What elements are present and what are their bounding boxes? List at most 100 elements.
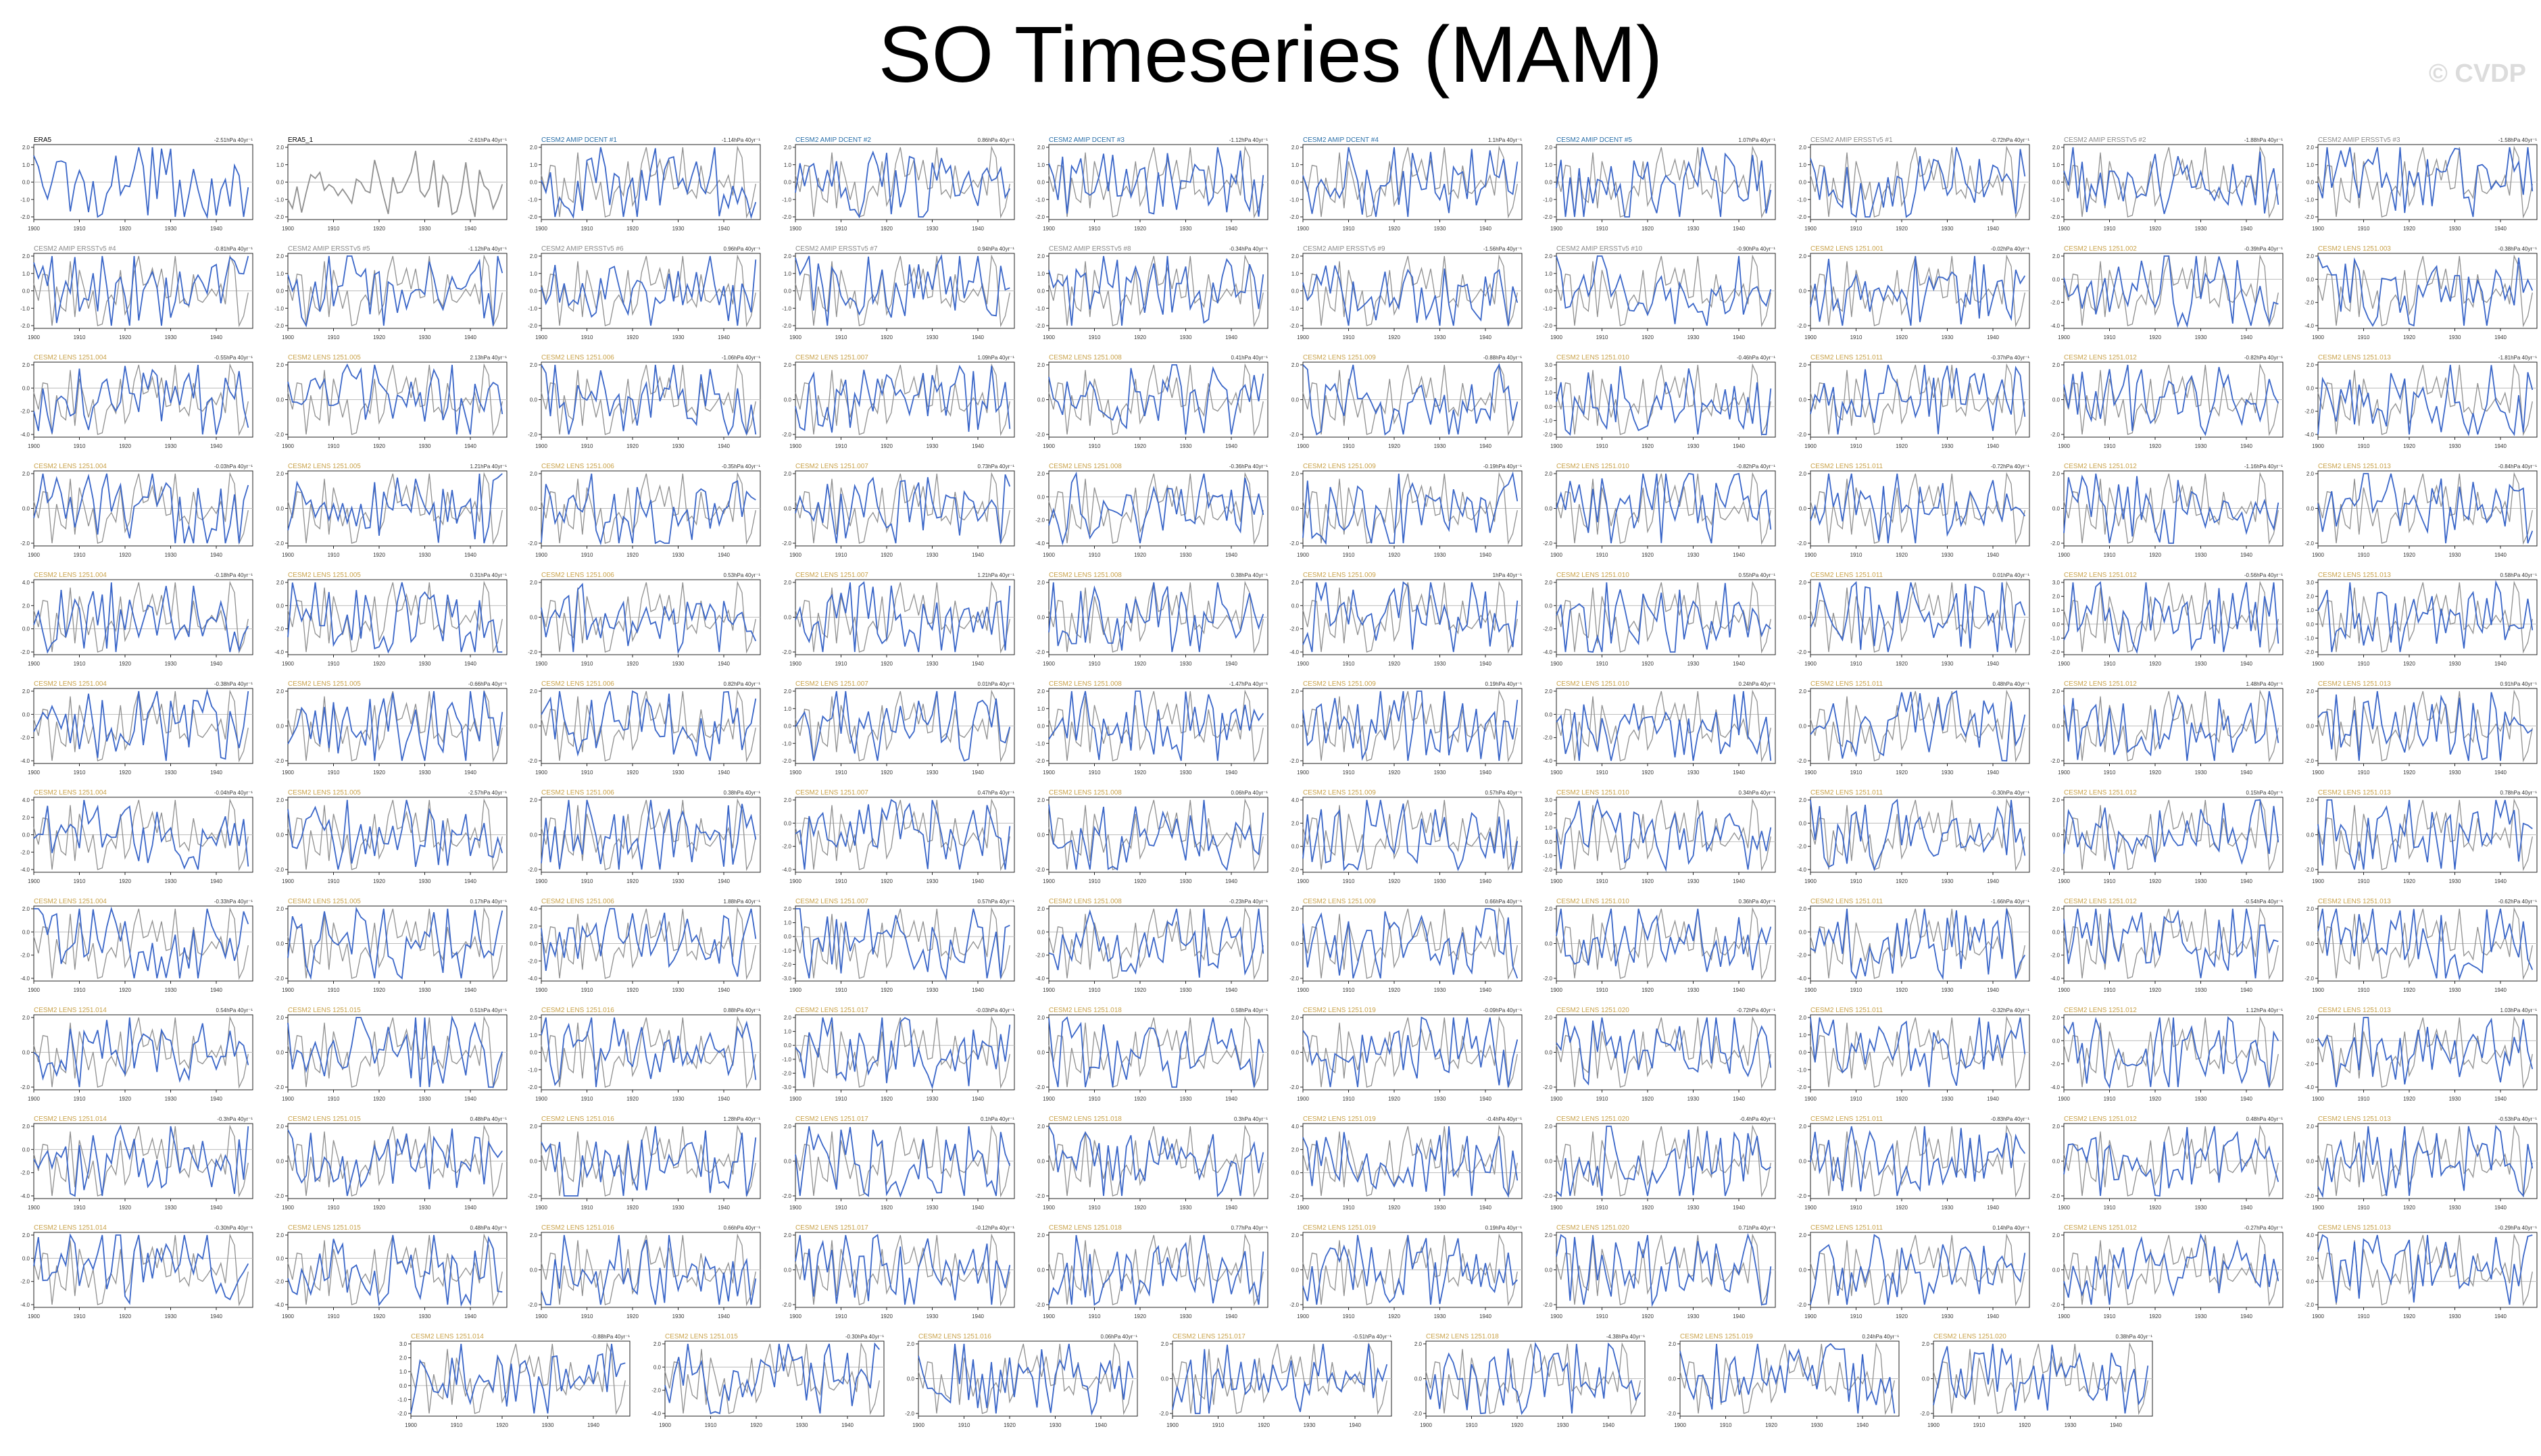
x-tick-label: 1910 — [2104, 1096, 2116, 1102]
series-line — [1809, 690, 2025, 761]
x-tick-label: 1900 — [1043, 1313, 1055, 1320]
plot-frame — [1810, 905, 2029, 982]
y-tick-label: -2.0 — [274, 214, 284, 220]
x-tick-label: 1900 — [2058, 334, 2070, 341]
series-line — [1302, 581, 1518, 653]
y-tick-label: -1.0 — [397, 1397, 407, 1403]
x-tick-label: 1930 — [795, 1422, 808, 1428]
plot-frame — [795, 905, 1014, 982]
x-tick-label: 1920 — [1388, 1205, 1400, 1211]
x-tick-label: 1910 — [1089, 1205, 1101, 1211]
panel-title: CESM2 LENS 1251.019 — [1303, 1115, 1376, 1123]
x-tick-label: 1930 — [2195, 1096, 2207, 1102]
y-tick-label: 3.0 — [1545, 797, 1553, 803]
x-tick-label: 1920 — [1134, 987, 1146, 993]
timeseries-panel: CESM2 LENS 1251.020 -0.4hPa 40yr⁻¹2.00.0-… — [1543, 1115, 1776, 1211]
x-tick-label: 1900 — [789, 661, 801, 667]
y-tick-label: 2.0 — [22, 603, 30, 609]
x-tick-label: 1900 — [1043, 661, 1055, 667]
x-tick-label: 1920 — [119, 1096, 131, 1102]
x-tick-label: 1940 — [1987, 661, 1999, 667]
x-tick-label: 1920 — [881, 661, 893, 667]
series-line — [287, 1015, 503, 1088]
panel-title: CESM2 LENS 1251.007 — [795, 354, 868, 361]
trend-label: -0.56hPa 40yr⁻¹ — [2244, 572, 2283, 578]
y-tick-label: 0.0 — [1291, 506, 1299, 512]
y-tick-label: 2.0 — [1798, 1124, 1806, 1130]
obs-series-line — [1556, 580, 1771, 654]
plot-frame — [1556, 579, 1776, 655]
x-tick-label: 1920 — [373, 878, 385, 884]
trend-label: 0.47hPa 40yr⁻¹ — [977, 790, 1014, 796]
y-tick-label: -2.0 — [528, 432, 537, 438]
x-tick-label: 1940 — [2494, 334, 2507, 341]
plot-frame — [287, 579, 507, 655]
y-tick-label: -2.0 — [2304, 976, 2314, 982]
trend-label: 1hPa 40yr⁻¹ — [1492, 572, 1522, 578]
panel-title: CESM2 LENS 1251.017 — [795, 1115, 868, 1123]
y-tick-label: 0.0 — [276, 506, 284, 512]
y-tick-label: 1.0 — [276, 271, 284, 277]
y-tick-label: -2.0 — [20, 1084, 30, 1090]
x-tick-label: 1920 — [626, 1313, 639, 1320]
x-tick-label: 1920 — [881, 987, 893, 993]
trend-label: 0.77hPa 40yr⁻¹ — [1231, 1225, 1268, 1231]
timeseries-panel: CESM2 LENS 1251.007 0.47hPa 40yr⁻¹2.00.0-… — [782, 789, 1014, 884]
y-tick-label: 2.0 — [22, 1232, 30, 1238]
y-tick-label: 2.0 — [2052, 362, 2061, 368]
y-tick-label: 2.0 — [1037, 1015, 1045, 1021]
x-tick-label: 1930 — [672, 661, 685, 667]
y-tick-label: -2.0 — [782, 1302, 791, 1308]
x-tick-label: 1940 — [2494, 661, 2507, 667]
x-tick-label: 1920 — [1388, 226, 1400, 232]
x-tick-label: 1910 — [327, 1096, 339, 1102]
series-line — [33, 147, 249, 220]
trend-label: 0.38hPa 40yr⁻¹ — [724, 790, 761, 796]
y-tick-label: 1.0 — [2052, 162, 2061, 168]
y-tick-label: -2.0 — [528, 214, 537, 220]
x-tick-label: 1930 — [165, 770, 177, 776]
trend-label: 0.91hPa 40yr⁻¹ — [2500, 681, 2537, 687]
trend-label: -1.56hPa 40yr⁻¹ — [1483, 246, 1521, 252]
y-tick-label: 0.0 — [783, 1043, 791, 1049]
x-tick-label: 1940 — [2494, 770, 2507, 776]
x-tick-label: 1900 — [1043, 334, 1055, 341]
y-tick-label: -2.0 — [2050, 541, 2060, 547]
panel-title: CESM2 LENS 1251.006 — [541, 572, 614, 579]
plot-frame — [1302, 797, 1522, 873]
x-tick-label: 1900 — [1804, 226, 1817, 232]
x-tick-label: 1940 — [1987, 878, 1999, 884]
x-tick-label: 1930 — [2195, 226, 2207, 232]
trend-label: 0.73hPa 40yr⁻¹ — [977, 463, 1014, 470]
y-tick-label: -1.0 — [1289, 197, 1299, 203]
plot-frame — [1048, 470, 1268, 547]
trend-label: 0.38hPa 40yr⁻¹ — [1231, 572, 1268, 578]
series-line — [2063, 908, 2279, 979]
y-tick-label: -2.0 — [528, 867, 537, 873]
trend-label: -0.72hPa 40yr⁻¹ — [1737, 1007, 1775, 1013]
series-line — [2063, 581, 2279, 654]
obs-series-line — [541, 254, 756, 328]
y-tick-label: 2.0 — [1037, 580, 1045, 586]
trend-label: 1.21hPa 40yr⁻¹ — [977, 572, 1014, 578]
trend-label: -0.30hPa 40yr⁻¹ — [214, 1225, 253, 1231]
y-tick-label: -2.0 — [274, 867, 284, 873]
series-line — [1171, 1343, 1387, 1414]
trend-label: -0.90hPa 40yr⁻¹ — [1737, 246, 1775, 252]
panel-title: CESM2 LENS 1251.011 — [1810, 1224, 1883, 1232]
timeseries-panel: CESM2 AMIP ERSSTv5 #7 0.94hPa 40yr⁻¹2.01.… — [782, 245, 1014, 341]
x-tick-label: 1920 — [119, 661, 131, 667]
obs-series-line — [1048, 798, 1264, 872]
series-line — [2063, 1015, 2279, 1089]
y-tick-label: 0.0 — [1037, 1050, 1045, 1056]
x-tick-label: 1930 — [2195, 1205, 2207, 1211]
y-tick-label: -2.0 — [1035, 1193, 1045, 1199]
x-tick-label: 1930 — [672, 1205, 685, 1211]
x-tick-label: 1900 — [1043, 552, 1055, 558]
y-tick-label: 2.0 — [530, 145, 538, 151]
timeseries-panel: CESM2 LENS 1251.008 -0.36hPa 40yr⁻¹2.00.0… — [1035, 463, 1268, 558]
x-tick-label: 1930 — [165, 661, 177, 667]
x-tick-label: 1940 — [972, 987, 984, 993]
timeseries-panel: CESM2 LENS 1251.018 0.77hPa 40yr⁻¹2.00.0-… — [1035, 1224, 1268, 1320]
x-tick-label: 1930 — [2448, 1096, 2461, 1102]
